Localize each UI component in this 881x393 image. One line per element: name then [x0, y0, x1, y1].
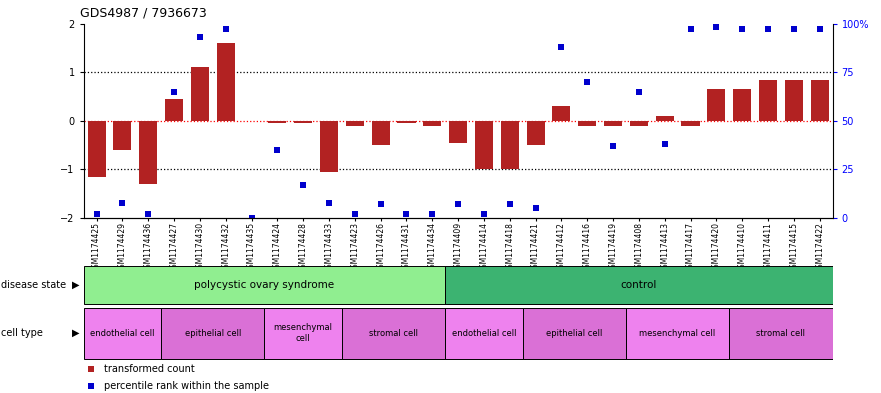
- Bar: [475, 121, 493, 169]
- Bar: [423, 121, 441, 126]
- Text: epithelial cell: epithelial cell: [185, 329, 241, 338]
- Bar: [445, 308, 522, 358]
- Bar: [264, 308, 342, 358]
- Bar: [733, 89, 751, 121]
- Bar: [87, 121, 106, 177]
- Text: stromal cell: stromal cell: [757, 329, 805, 338]
- Text: percentile rank within the sample: percentile rank within the sample: [104, 381, 270, 391]
- Text: epithelial cell: epithelial cell: [546, 329, 603, 338]
- Text: ▶: ▶: [71, 280, 79, 290]
- Bar: [682, 121, 700, 126]
- Bar: [811, 79, 829, 121]
- Bar: [445, 266, 833, 304]
- Bar: [191, 67, 209, 121]
- Text: endothelial cell: endothelial cell: [90, 329, 155, 338]
- Bar: [372, 121, 389, 145]
- Bar: [269, 121, 286, 123]
- Bar: [114, 121, 131, 150]
- Bar: [342, 308, 445, 358]
- Bar: [449, 121, 467, 143]
- Bar: [161, 308, 264, 358]
- Text: polycystic ovary syndrome: polycystic ovary syndrome: [195, 280, 335, 290]
- Text: disease state: disease state: [1, 280, 66, 290]
- Text: transformed count: transformed count: [104, 364, 195, 374]
- Bar: [320, 121, 338, 172]
- Bar: [707, 89, 725, 121]
- Bar: [552, 106, 570, 121]
- Text: control: control: [621, 280, 657, 290]
- Bar: [165, 99, 183, 121]
- Text: GDS4987 / 7936673: GDS4987 / 7936673: [80, 7, 207, 20]
- Bar: [217, 43, 234, 121]
- Bar: [578, 121, 596, 126]
- Text: stromal cell: stromal cell: [369, 329, 418, 338]
- Bar: [345, 121, 364, 126]
- Text: cell type: cell type: [1, 328, 43, 338]
- Text: mesenchymal cell: mesenchymal cell: [640, 329, 715, 338]
- Bar: [527, 121, 544, 145]
- Bar: [604, 121, 622, 126]
- Bar: [626, 308, 729, 358]
- Text: ▶: ▶: [71, 328, 79, 338]
- Bar: [500, 121, 519, 169]
- Bar: [759, 79, 777, 121]
- Bar: [655, 116, 674, 121]
- Bar: [294, 121, 312, 123]
- Text: mesenchymal
cell: mesenchymal cell: [274, 323, 333, 343]
- Text: endothelial cell: endothelial cell: [452, 329, 516, 338]
- Bar: [139, 121, 158, 184]
- Bar: [84, 308, 161, 358]
- Bar: [84, 266, 445, 304]
- Bar: [630, 121, 648, 126]
- Bar: [397, 121, 416, 123]
- Bar: [729, 308, 833, 358]
- Bar: [785, 79, 803, 121]
- Bar: [522, 308, 626, 358]
